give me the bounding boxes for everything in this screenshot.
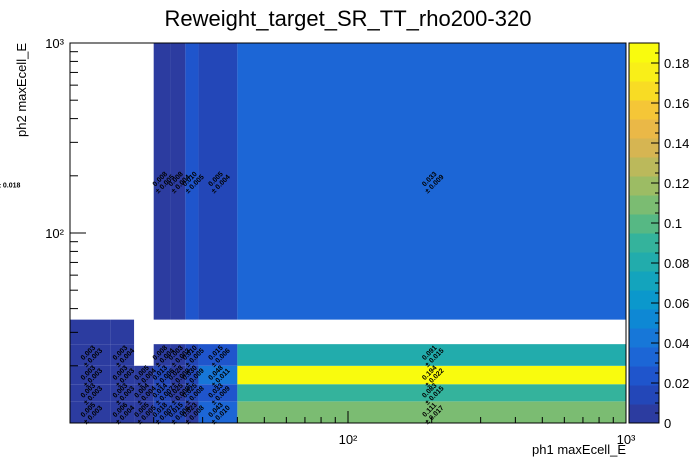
colorbar-tick-label: 0.04 [664, 336, 689, 351]
heatmap-cell [134, 384, 154, 402]
colorbar-segment [629, 119, 659, 139]
colorbar-tick-label: 0.1 [664, 216, 682, 231]
heatmap-cell [185, 384, 199, 402]
heatmap-cell [110, 401, 135, 423]
colorbar-segment [629, 385, 659, 405]
heatmap-cell [153, 344, 171, 366]
heatmap-cell [237, 365, 626, 385]
colorbar-segment [629, 62, 659, 82]
heatmap-cell [170, 344, 186, 366]
heatmap-cell [70, 344, 111, 366]
colorbar-tick-label: 0 [664, 416, 671, 431]
heatmap-cells [70, 43, 626, 423]
heatmap-cell [153, 365, 171, 385]
colorbar-segment [629, 309, 659, 329]
x-axis: 10² 10³ [69, 411, 636, 447]
chart-title: Reweight_target_SR_TT_rho200-320 [165, 6, 532, 31]
heatmap-cell [237, 401, 626, 423]
colorbar-segment [629, 195, 659, 215]
colorbar-segment [629, 214, 659, 234]
colorbar-segment [629, 328, 659, 348]
colorbar-tick-label: 0.02 [664, 376, 689, 391]
heatmap-cell [185, 365, 199, 385]
colorbar-segment [629, 138, 659, 158]
heatmap-cell [153, 401, 171, 423]
cell-label: 0.126± 0.018 [0, 175, 21, 189]
heatmap-cell [237, 344, 626, 366]
heatmap-cell [198, 401, 238, 423]
colorbar-segment [629, 157, 659, 177]
heatmap-cell [170, 384, 186, 402]
colorbar-tick-label: 0.14 [664, 136, 689, 151]
colorbar-segment [629, 290, 659, 310]
colorbar-segment [629, 81, 659, 101]
heatmap-cell [185, 401, 199, 423]
heatmap-cell [198, 365, 238, 385]
heatmap-cell [185, 43, 199, 320]
heatmap-cell [237, 43, 626, 320]
heatmap-cell [198, 384, 238, 402]
y-axis-label: ph2 maxEcell_E [14, 43, 29, 137]
colorbar: 0 0.02 0.04 0.06 0.08 0.1 0.12 0.14 0.16 0.18 [628, 42, 689, 431]
y-axis: 10² 10³ [45, 36, 86, 424]
colorbar-segment [629, 252, 659, 272]
heatmap-cell [153, 43, 171, 320]
x-tick-label: 10² [339, 432, 358, 447]
heatmap-cell [153, 384, 171, 402]
y-tick-label: 10² [45, 226, 64, 241]
heatmap-cell [185, 344, 199, 366]
colorbar-segment [629, 347, 659, 367]
heatmap-cell [237, 384, 626, 402]
colorbar-segment [629, 43, 659, 63]
colorbar-tick-label: 0.08 [664, 256, 689, 271]
colorbar-segment [629, 176, 659, 196]
colorbar-segment [629, 271, 659, 291]
colorbar-segment [629, 233, 659, 253]
heatmap-cell [134, 365, 154, 385]
heatmap-cell [110, 365, 135, 385]
heatmap-cell [70, 401, 111, 423]
heatmap-cell [170, 43, 186, 320]
heatmap-cell [170, 365, 186, 385]
colorbar-tick-label: 0.06 [664, 296, 689, 311]
heatmap-cell [198, 43, 238, 320]
heatmap-cell [70, 365, 111, 385]
colorbar-segment [629, 100, 659, 120]
colorbar-segment [629, 366, 659, 386]
y-tick-label: 10³ [45, 36, 64, 51]
heatmap-cell [110, 344, 135, 366]
heatmap-cell [110, 319, 135, 345]
colorbar-segment [629, 404, 659, 424]
colorbar-tick-label: 0.16 [664, 96, 689, 111]
colorbar-tick-label: 0.12 [664, 176, 689, 191]
x-tick-label: 10³ [617, 432, 636, 447]
heatmap-cell [110, 384, 135, 402]
heatmap-cell [70, 384, 111, 402]
heatmap-cell [134, 401, 154, 423]
x-axis-label: ph1 maxEcell_E [532, 442, 626, 457]
heatmap-cell [170, 401, 186, 423]
colorbar-tick-label: 0.18 [664, 56, 689, 71]
heatmap-cell [198, 344, 238, 366]
